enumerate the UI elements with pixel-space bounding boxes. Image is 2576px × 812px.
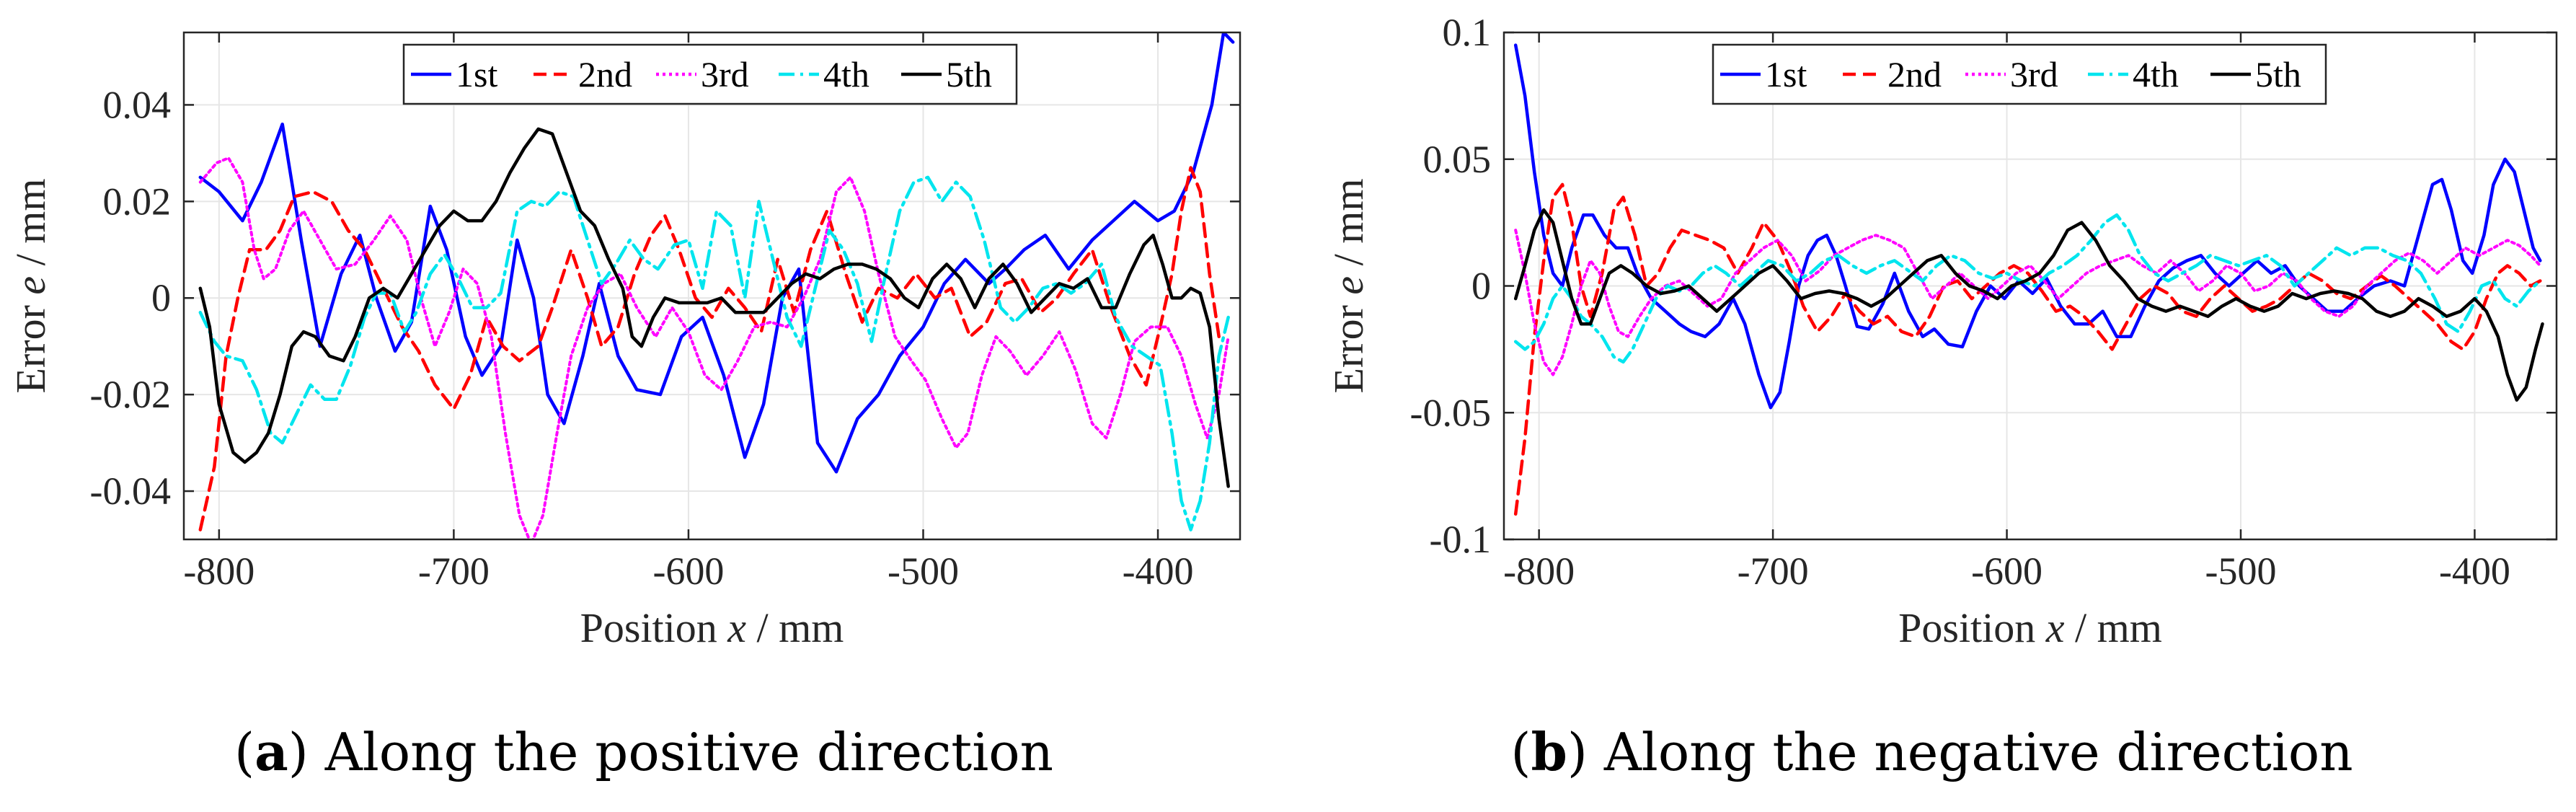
legend-label-5th: 5th [946,54,992,94]
legend-label-3rd: 3rd [2010,54,2058,94]
x-tick-label: -800 [1503,550,1575,593]
y-tick-label: 0.04 [103,83,172,126]
legend-label-3rd: 3rd [701,54,749,94]
series-line-4th [1513,213,2542,364]
legend-label-4th: 4th [823,54,869,94]
legend-label-4th: 4th [2133,54,2179,94]
y-tick-label: -0.04 [90,469,171,513]
legend: 1st 2nd 3rd 4th 5th [402,43,1018,105]
y-axis-label: Error e / mm [1325,179,1372,394]
series-group [198,32,1235,539]
caption-b-letter: b [1531,721,1567,782]
y-tick-label: 0 [151,276,171,319]
y-tick-label: 0 [1471,265,1491,308]
series-line-5th [198,127,1230,488]
y-tick-label: 0.05 [1423,138,1492,181]
series-line-4th [198,175,1230,531]
legend-label-2nd: 2nd [578,54,632,94]
legend-label-1st: 1st [1765,54,1807,94]
y-tick-label: 0.1 [1443,11,1492,54]
x-tick-label: -700 [1738,550,1809,593]
y-axis-label: Error e / mm [7,179,54,394]
y-tick-label: 0.02 [103,180,172,223]
series-line-2nd [1513,182,2542,516]
legend-label-2nd: 2nd [1887,54,1942,94]
x-tick-label: -700 [418,550,490,593]
axes-box [182,31,1241,541]
caption-a-letter: a [254,721,288,782]
legend-label-5th: 5th [2255,54,2301,94]
x-axis-label: Position x / mm [580,604,844,651]
y-tick-label: -0.05 [1410,391,1491,434]
series-line-1st [1513,43,2542,410]
caption-b-text: Along the negative direction [1603,722,2353,782]
x-axis-label: Position x / mm [1898,604,2162,651]
series-line-5th [1513,208,2544,402]
x-tick-label: -500 [888,550,959,593]
caption-a: (a) Along the positive direction [234,721,1053,782]
y-tick-label: -0.1 [1430,518,1491,561]
series-line-2nd [198,166,1228,531]
x-tick-label: -400 [1123,550,1194,593]
y-tick-label: -0.02 [90,373,171,416]
x-tick-label: -600 [652,550,724,593]
x-tick-label: -500 [2205,550,2277,593]
series-line-3rd [1514,229,2542,376]
caption-a-text: Along the positive direction [324,722,1053,782]
legend-label-1st: 1st [456,54,497,94]
series-group [1513,43,2544,516]
legend: 1st 2nd 3rd 4th 5th [1712,43,2327,105]
chart-panel-b: -800 -700 -600 -500 -400 -0.1 -0.05 0 0.05 0.1 Pos… [1325,11,2558,651]
caption-b: (b) Along the negative direction [1510,721,2353,782]
series-line-3rd [198,156,1230,539]
chart-panel-a: -800 -700 -600 -500 -400 -0.04 -0.02 0 0.02 0.04 P… [7,31,1241,651]
x-tick-label: -400 [2439,550,2510,593]
x-tick-label: -800 [183,550,254,593]
series-line-1st [198,32,1235,474]
x-tick-label: -600 [1971,550,2042,593]
